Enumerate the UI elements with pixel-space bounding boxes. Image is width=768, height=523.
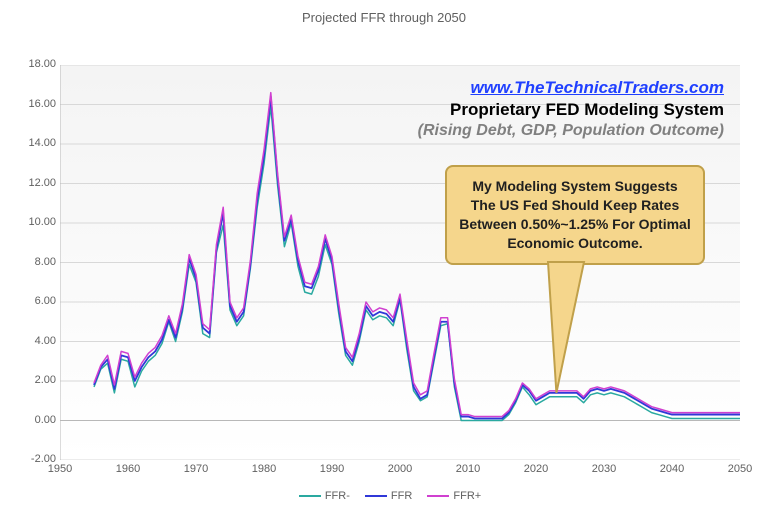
source-link[interactable]: www.TheTechnicalTraders.com — [470, 78, 724, 98]
x-tick-label: 1950 — [40, 463, 80, 475]
x-tick-label: 2030 — [584, 463, 624, 475]
y-tick-label: 0.00 — [6, 414, 56, 426]
x-tick-label: 1990 — [312, 463, 352, 475]
legend-swatch-ffr — [365, 495, 387, 497]
x-tick-label: 1960 — [108, 463, 148, 475]
overlay-subtitle: (Rising Debt, GDP, Population Outcome) — [418, 122, 724, 140]
legend-label-ffr: FFR — [391, 490, 412, 502]
y-tick-label: 8.00 — [6, 256, 56, 268]
legend-swatch-ffr-minus — [299, 495, 321, 497]
x-tick-label: 1980 — [244, 463, 284, 475]
x-tick-label: 2050 — [720, 463, 760, 475]
y-tick-label: 18.00 — [6, 58, 56, 70]
x-tick-label: 1970 — [176, 463, 216, 475]
x-tick-label: 2040 — [652, 463, 692, 475]
x-tick-label: 2020 — [516, 463, 556, 475]
legend-label-ffr-plus: FFR+ — [453, 490, 481, 502]
x-tick-label: 2000 — [380, 463, 420, 475]
y-tick-label: 2.00 — [6, 374, 56, 386]
annotation-callout: My Modeling System Suggests The US Fed S… — [445, 165, 705, 265]
legend-label-ffr-minus: FFR- — [325, 490, 350, 502]
chart-title: Projected FFR through 2050 — [0, 10, 768, 25]
y-tick-label: 14.00 — [6, 137, 56, 149]
y-tick-label: 16.00 — [6, 98, 56, 110]
overlay-title: Proprietary FED Modeling System — [450, 100, 724, 120]
y-tick-label: 4.00 — [6, 335, 56, 347]
x-tick-label: 2010 — [448, 463, 488, 475]
legend-swatch-ffr-plus — [427, 495, 449, 497]
y-tick-label: 12.00 — [6, 177, 56, 189]
y-tick-label: 6.00 — [6, 295, 56, 307]
y-tick-label: 10.00 — [6, 216, 56, 228]
legend: FFR- FFR FFR+ — [0, 490, 768, 502]
